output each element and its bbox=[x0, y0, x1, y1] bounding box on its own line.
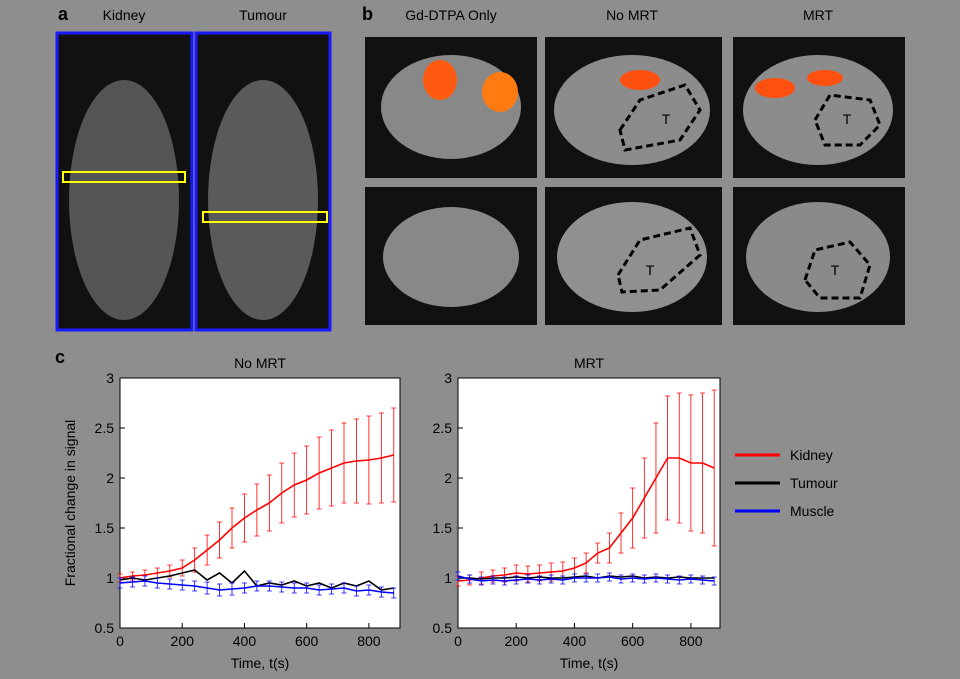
tumour-outline bbox=[616, 226, 702, 294]
y-tick-label: 2.5 bbox=[433, 420, 453, 436]
y-tick-label: 3 bbox=[106, 370, 114, 386]
y-tick-label: 0.5 bbox=[95, 620, 115, 636]
x-axis-label: Time, t(s) bbox=[560, 655, 619, 671]
image-label: MRT bbox=[803, 7, 834, 23]
error-bar bbox=[391, 407, 397, 503]
x-axis-label: Time, t(s) bbox=[231, 655, 290, 671]
mri-body bbox=[208, 80, 318, 320]
y-tick-label: 1 bbox=[106, 570, 114, 586]
series-line bbox=[119, 454, 394, 579]
enhancement bbox=[755, 78, 795, 98]
x-tick-label: 0 bbox=[116, 633, 124, 649]
x-tick-label: 200 bbox=[171, 633, 195, 649]
enhancement bbox=[482, 72, 518, 112]
error-bar bbox=[391, 587, 397, 599]
y-tick-label: 3 bbox=[444, 370, 452, 386]
y-tick-label: 0.5 bbox=[433, 620, 453, 636]
tumour-outline bbox=[618, 83, 702, 152]
mri-body bbox=[557, 202, 707, 312]
image-label: Tumour bbox=[239, 7, 287, 23]
y-tick-label: 1 bbox=[444, 570, 452, 586]
series-line bbox=[457, 457, 715, 582]
mri-body bbox=[383, 207, 519, 307]
panel-a-images bbox=[55, 31, 332, 332]
x-tick-label: 400 bbox=[563, 633, 587, 649]
panel-label: c bbox=[55, 347, 65, 367]
series-line bbox=[119, 580, 394, 594]
error-bar bbox=[711, 576, 717, 586]
mri-body bbox=[746, 202, 890, 312]
x-tick-label: 800 bbox=[357, 633, 381, 649]
slice-box bbox=[62, 171, 186, 183]
tumour-marker: T bbox=[646, 262, 655, 278]
legend-label: Muscle bbox=[790, 503, 835, 519]
y-tick-label: 1.5 bbox=[95, 520, 115, 536]
image-label: No MRT bbox=[606, 7, 658, 23]
panel-label: a bbox=[58, 4, 69, 24]
x-tick-label: 600 bbox=[621, 633, 645, 649]
slice-box bbox=[202, 211, 328, 223]
y-tick-label: 2.5 bbox=[95, 420, 115, 436]
x-tick-label: 0 bbox=[454, 633, 462, 649]
x-tick-label: 800 bbox=[679, 633, 703, 649]
mri-body bbox=[69, 80, 179, 320]
panel-b-images: T T T T bbox=[365, 37, 905, 325]
legend-label: Kidney bbox=[790, 447, 833, 463]
series-line bbox=[457, 575, 715, 582]
panel-label: b bbox=[362, 4, 373, 24]
image-label: Gd-DTPA Only bbox=[405, 7, 497, 23]
chart-title: MRT bbox=[574, 355, 605, 371]
image-label: Kidney bbox=[103, 7, 146, 23]
y-tick-label: 2 bbox=[106, 470, 114, 486]
plot-area bbox=[457, 377, 721, 629]
tumour-marker: T bbox=[831, 262, 840, 278]
tumour-outline bbox=[813, 93, 882, 147]
x-tick-label: 400 bbox=[233, 633, 257, 649]
legend-label: Tumour bbox=[790, 475, 838, 491]
tumour-marker: T bbox=[662, 111, 671, 127]
error-bar bbox=[711, 389, 717, 547]
y-tick-label: 1.5 bbox=[433, 520, 453, 536]
enhancement bbox=[423, 60, 457, 100]
tumour-marker: T bbox=[843, 111, 852, 127]
y-axis-label: Fractional change in signal bbox=[62, 420, 78, 587]
x-tick-label: 600 bbox=[295, 633, 319, 649]
enhancement bbox=[620, 70, 660, 90]
enhancement bbox=[807, 70, 843, 86]
y-tick-label: 2 bbox=[444, 470, 452, 486]
x-tick-label: 200 bbox=[505, 633, 529, 649]
chart-title: No MRT bbox=[234, 355, 286, 371]
